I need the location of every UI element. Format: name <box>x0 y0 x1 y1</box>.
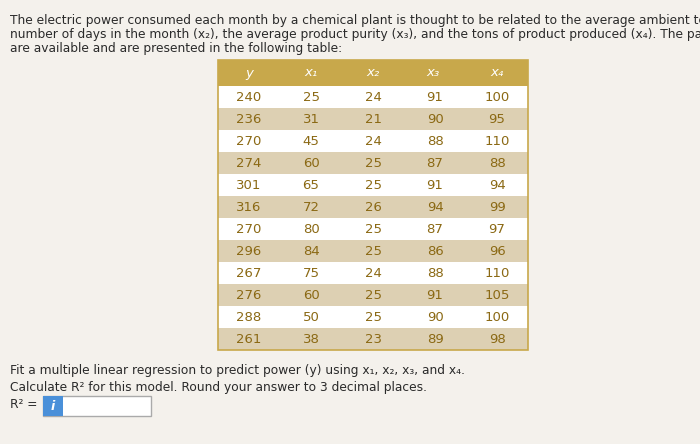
Text: 21: 21 <box>365 112 382 126</box>
Text: x₃: x₃ <box>426 67 444 79</box>
Text: 25: 25 <box>365 156 382 170</box>
Text: 105: 105 <box>484 289 510 301</box>
FancyBboxPatch shape <box>218 108 528 130</box>
Text: 24: 24 <box>365 91 382 103</box>
Text: 88: 88 <box>489 156 505 170</box>
Text: 88: 88 <box>426 266 443 280</box>
Text: 88: 88 <box>426 135 443 147</box>
Text: 90: 90 <box>426 310 443 324</box>
FancyBboxPatch shape <box>218 284 528 306</box>
Text: 65: 65 <box>302 178 319 191</box>
FancyBboxPatch shape <box>218 306 528 328</box>
Text: 72: 72 <box>302 201 319 214</box>
Text: 50: 50 <box>302 310 319 324</box>
Text: 98: 98 <box>489 333 505 345</box>
FancyBboxPatch shape <box>218 196 528 218</box>
Text: 316: 316 <box>237 201 262 214</box>
Text: x₂: x₂ <box>366 67 379 79</box>
FancyBboxPatch shape <box>218 240 528 262</box>
Text: are available and are presented in the following table:: are available and are presented in the f… <box>10 42 342 55</box>
Text: 90: 90 <box>426 112 443 126</box>
Text: 94: 94 <box>426 201 443 214</box>
Text: Fit a multiple linear regression to predict power (y) using x₁, x₂, x₃, and x₄.: Fit a multiple linear regression to pred… <box>10 364 465 377</box>
Text: 25: 25 <box>302 91 319 103</box>
Text: number of days in the month (x₂), the average product purity (x₃), and the tons : number of days in the month (x₂), the av… <box>10 28 700 41</box>
Text: 25: 25 <box>365 245 382 258</box>
Text: 87: 87 <box>426 222 443 235</box>
Text: 270: 270 <box>237 135 262 147</box>
FancyBboxPatch shape <box>218 262 528 284</box>
Text: Calculate R² for this model. Round your answer to 3 decimal places.: Calculate R² for this model. Round your … <box>10 381 427 394</box>
Text: 75: 75 <box>302 266 319 280</box>
FancyBboxPatch shape <box>218 130 528 152</box>
Text: 236: 236 <box>237 112 262 126</box>
Text: 99: 99 <box>489 201 505 214</box>
FancyBboxPatch shape <box>218 218 528 240</box>
FancyBboxPatch shape <box>218 60 528 86</box>
Text: x₁: x₁ <box>304 67 318 79</box>
Text: 86: 86 <box>426 245 443 258</box>
Text: 26: 26 <box>365 201 382 214</box>
Text: 84: 84 <box>302 245 319 258</box>
Text: 267: 267 <box>237 266 262 280</box>
Text: R² =: R² = <box>10 398 37 411</box>
FancyBboxPatch shape <box>43 396 151 416</box>
Text: 91: 91 <box>426 178 443 191</box>
Text: 274: 274 <box>237 156 262 170</box>
Text: 91: 91 <box>426 91 443 103</box>
Text: 261: 261 <box>237 333 262 345</box>
Text: y: y <box>245 67 253 79</box>
FancyBboxPatch shape <box>218 152 528 174</box>
Text: i: i <box>51 400 55 412</box>
Text: 38: 38 <box>302 333 319 345</box>
Text: 45: 45 <box>302 135 319 147</box>
Text: 96: 96 <box>489 245 505 258</box>
Text: 270: 270 <box>237 222 262 235</box>
Text: 87: 87 <box>426 156 443 170</box>
Text: 60: 60 <box>302 156 319 170</box>
Text: 23: 23 <box>365 333 382 345</box>
Text: 100: 100 <box>484 310 510 324</box>
Text: 301: 301 <box>237 178 262 191</box>
FancyBboxPatch shape <box>218 86 528 108</box>
Text: 97: 97 <box>489 222 505 235</box>
Text: 110: 110 <box>484 135 510 147</box>
FancyBboxPatch shape <box>218 328 528 350</box>
Text: 31: 31 <box>302 112 319 126</box>
Text: 24: 24 <box>365 135 382 147</box>
Text: 25: 25 <box>365 310 382 324</box>
Text: 91: 91 <box>426 289 443 301</box>
Text: 94: 94 <box>489 178 505 191</box>
Text: 25: 25 <box>365 178 382 191</box>
Text: x₄: x₄ <box>491 67 503 79</box>
Text: 89: 89 <box>426 333 443 345</box>
Text: 25: 25 <box>365 222 382 235</box>
Text: 25: 25 <box>365 289 382 301</box>
Text: 95: 95 <box>489 112 505 126</box>
Text: 288: 288 <box>237 310 262 324</box>
Text: 276: 276 <box>237 289 262 301</box>
Text: 60: 60 <box>302 289 319 301</box>
Text: 296: 296 <box>237 245 262 258</box>
FancyBboxPatch shape <box>218 174 528 196</box>
FancyBboxPatch shape <box>43 396 63 416</box>
Text: The electric power consumed each month by a chemical plant is thought to be rela: The electric power consumed each month b… <box>10 14 700 27</box>
Text: 110: 110 <box>484 266 510 280</box>
Text: 24: 24 <box>365 266 382 280</box>
Text: 80: 80 <box>302 222 319 235</box>
Text: 100: 100 <box>484 91 510 103</box>
Text: 240: 240 <box>237 91 262 103</box>
